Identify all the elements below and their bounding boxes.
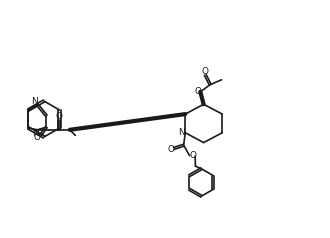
Text: O: O — [189, 151, 196, 160]
Text: O: O — [167, 145, 174, 154]
Text: N: N — [178, 128, 185, 137]
Text: O: O — [56, 112, 63, 121]
Text: O: O — [33, 134, 40, 143]
Text: N: N — [32, 129, 39, 138]
Text: O: O — [194, 87, 201, 96]
Text: O: O — [201, 67, 208, 76]
Text: N: N — [31, 98, 38, 106]
